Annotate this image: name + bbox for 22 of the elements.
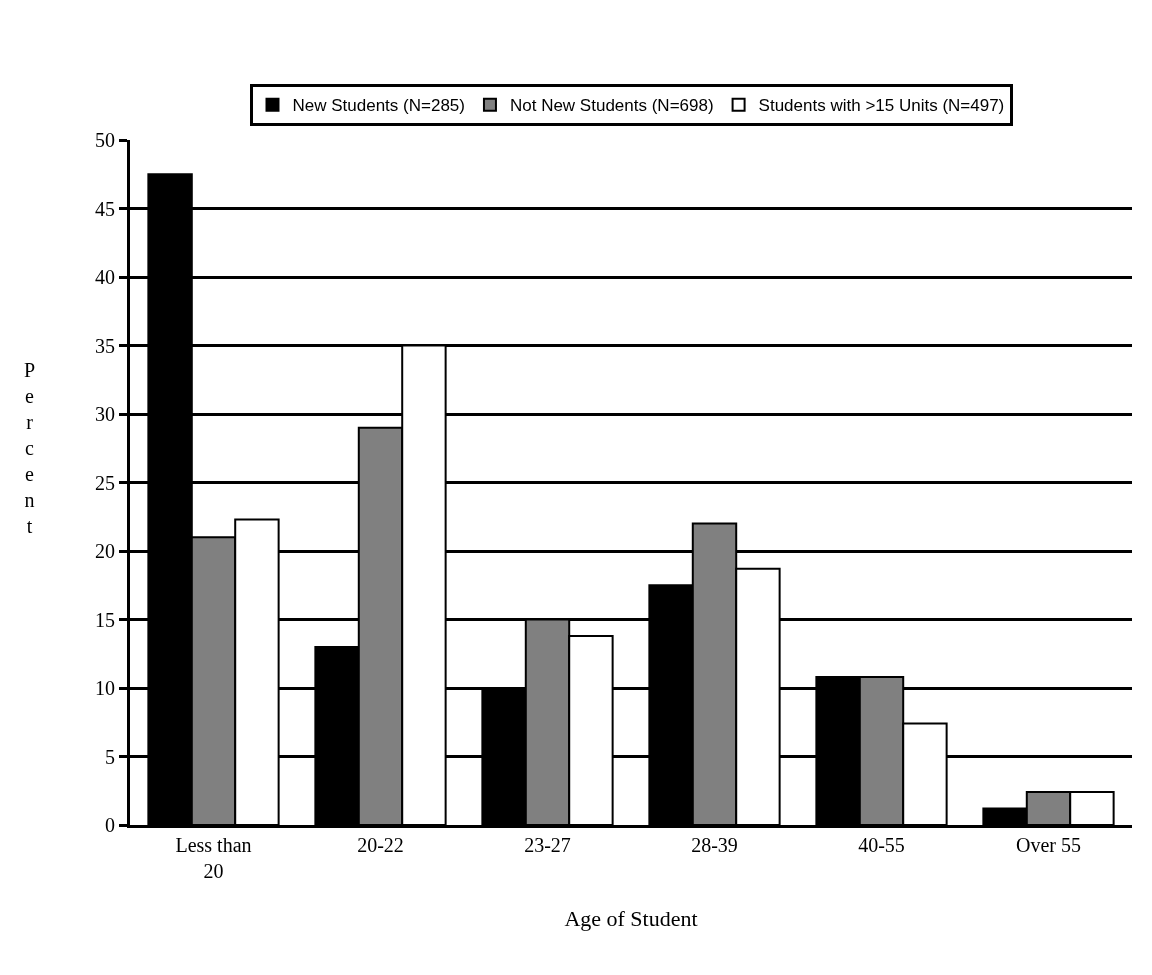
y-tick-label: 40: [95, 266, 115, 288]
y-tick-label: 10: [95, 677, 115, 699]
legend-label: Students with >15 Units (N=497): [758, 96, 1005, 116]
x-tick-label: Over 55: [1016, 834, 1081, 856]
y-tick-label: 50: [95, 129, 115, 151]
x-tick-label: 28-39: [691, 834, 738, 856]
y-axis-title: Percent: [24, 359, 36, 537]
y-tick-label: 15: [95, 608, 115, 631]
y-tick-label: 0: [105, 814, 115, 836]
y-tick-label: 25: [95, 471, 115, 494]
x-axis-title: Age of Student: [564, 905, 698, 931]
y-tick-label: 30: [95, 403, 115, 425]
x-tick-label: Less than 20: [175, 834, 252, 882]
y-tick-label: 35: [95, 334, 115, 357]
y-tick-label: 5: [105, 745, 115, 768]
x-tick-label: 20-22: [357, 834, 404, 856]
y-tick-label: 20: [95, 540, 115, 562]
y-tick-label: 45: [95, 197, 115, 220]
legend-label: Not New Students (N=698): [509, 96, 714, 116]
legend-label: New Students (N=285): [292, 96, 465, 116]
x-tick-label: 23-27: [524, 834, 571, 856]
x-tick-label: 40-55: [858, 834, 905, 856]
